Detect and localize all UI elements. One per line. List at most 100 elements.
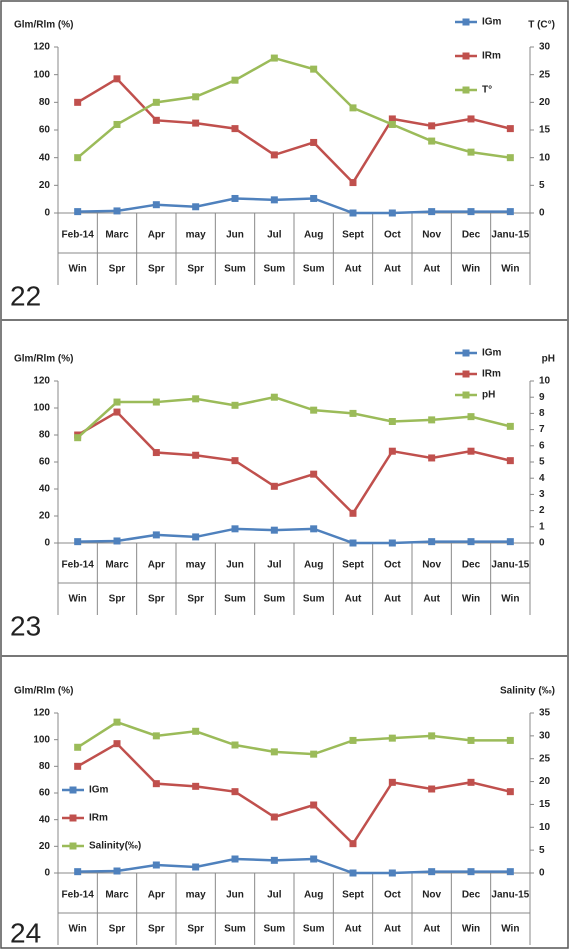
season-label: Spr — [148, 924, 165, 935]
marker — [231, 401, 239, 409]
marker — [428, 416, 436, 424]
season-label: Spr — [109, 924, 126, 935]
marker — [428, 137, 436, 145]
y-axis-title: Glm/Rlm (%) — [14, 686, 73, 697]
season-label: Sum — [303, 924, 325, 935]
season-label: Sum — [263, 924, 285, 935]
y-tick-label: 20 — [39, 180, 51, 191]
season-label: Win — [69, 264, 87, 275]
y2-tick-label: 5 — [539, 180, 545, 191]
season-label: Win — [501, 264, 519, 275]
marker — [428, 538, 436, 546]
marker — [152, 861, 160, 869]
legend-marker — [69, 842, 77, 850]
y2-tick-label: 0 — [539, 208, 545, 219]
series-line — [76, 720, 511, 756]
marker — [74, 434, 82, 442]
marker — [270, 482, 278, 490]
y-axis-title: Glm/Rlm (%) — [14, 20, 73, 31]
marker — [113, 537, 121, 545]
season-label: Spr — [148, 264, 165, 275]
y-tick-label: 100 — [33, 734, 50, 745]
season-label: Aut — [423, 594, 440, 605]
season-label: Spr — [109, 264, 126, 275]
series-line — [77, 77, 511, 185]
marker — [113, 867, 121, 875]
marker — [231, 741, 239, 749]
y2-tick-label: 1 — [539, 521, 545, 532]
marker — [310, 65, 318, 73]
marker — [231, 855, 239, 863]
y2-tick-label: 20 — [539, 776, 551, 787]
season-label: Spr — [187, 264, 204, 275]
y-tick-label: 100 — [33, 69, 50, 80]
panel-label: 24 — [10, 917, 41, 948]
y2-tick-label: 9 — [539, 392, 545, 403]
marker — [506, 208, 514, 216]
y2-axis-title: Salinity (‰) — [500, 686, 555, 697]
marker — [231, 194, 239, 202]
y-tick-label: 0 — [44, 208, 50, 219]
x-tick-label: Oct — [384, 890, 401, 901]
x-tick-label: Aug — [304, 560, 323, 571]
season-label: Sum — [224, 924, 246, 935]
marker — [388, 539, 396, 547]
series-line — [77, 197, 511, 215]
legend-marker — [462, 52, 470, 60]
marker — [231, 76, 239, 84]
y-axis-title: Glm/Rlm (%) — [14, 354, 73, 365]
y2-tick-label: 8 — [539, 408, 545, 419]
y2-tick-label: 6 — [539, 440, 545, 451]
series-line — [77, 742, 511, 846]
season-label: Win — [462, 924, 480, 935]
marker — [467, 736, 475, 744]
x-tick-label: Nov — [422, 230, 441, 241]
marker — [349, 840, 357, 848]
marker — [467, 115, 475, 123]
x-tick-label: Feb-14 — [62, 230, 95, 241]
marker — [428, 122, 436, 130]
season-label: Aut — [423, 264, 440, 275]
y2-tick-label: 30 — [539, 42, 551, 53]
season-label: Sum — [303, 264, 325, 275]
legend-label: IGm — [482, 348, 502, 359]
x-tick-label: may — [186, 890, 206, 901]
marker — [113, 120, 121, 128]
x-tick-label: Nov — [422, 560, 441, 571]
x-tick-label: Sept — [342, 230, 364, 241]
marker — [467, 148, 475, 156]
marker — [349, 509, 357, 517]
x-tick-label: Dec — [462, 890, 481, 901]
x-tick-label: Janu-15 — [491, 890, 529, 901]
x-tick-label: Oct — [384, 560, 401, 571]
legend-label: IRm — [482, 369, 501, 380]
season-label: Win — [462, 594, 480, 605]
x-tick-label: Jun — [226, 560, 244, 571]
marker — [467, 868, 475, 876]
marker — [388, 120, 396, 128]
x-tick-label: Apr — [148, 890, 165, 901]
marker — [428, 208, 436, 216]
marker — [231, 788, 239, 796]
y-tick-label: 40 — [39, 484, 51, 495]
marker — [310, 750, 318, 758]
y-tick-label: 120 — [33, 708, 50, 719]
marker — [506, 538, 514, 546]
y2-tick-label: 2 — [539, 505, 545, 516]
legend-label: IRm — [482, 51, 501, 62]
y2-tick-label: 10 — [539, 822, 551, 833]
x-tick-label: Aug — [304, 890, 323, 901]
x-tick-label: Aug — [304, 230, 323, 241]
y-tick-label: 120 — [33, 376, 50, 387]
marker — [506, 736, 514, 744]
marker — [192, 451, 200, 459]
marker — [152, 780, 160, 788]
marker — [310, 855, 318, 863]
marker — [270, 813, 278, 821]
season-label: Spr — [148, 594, 165, 605]
marker — [467, 447, 475, 455]
y-tick-label: 0 — [44, 868, 50, 879]
season-label: Aut — [384, 924, 401, 935]
